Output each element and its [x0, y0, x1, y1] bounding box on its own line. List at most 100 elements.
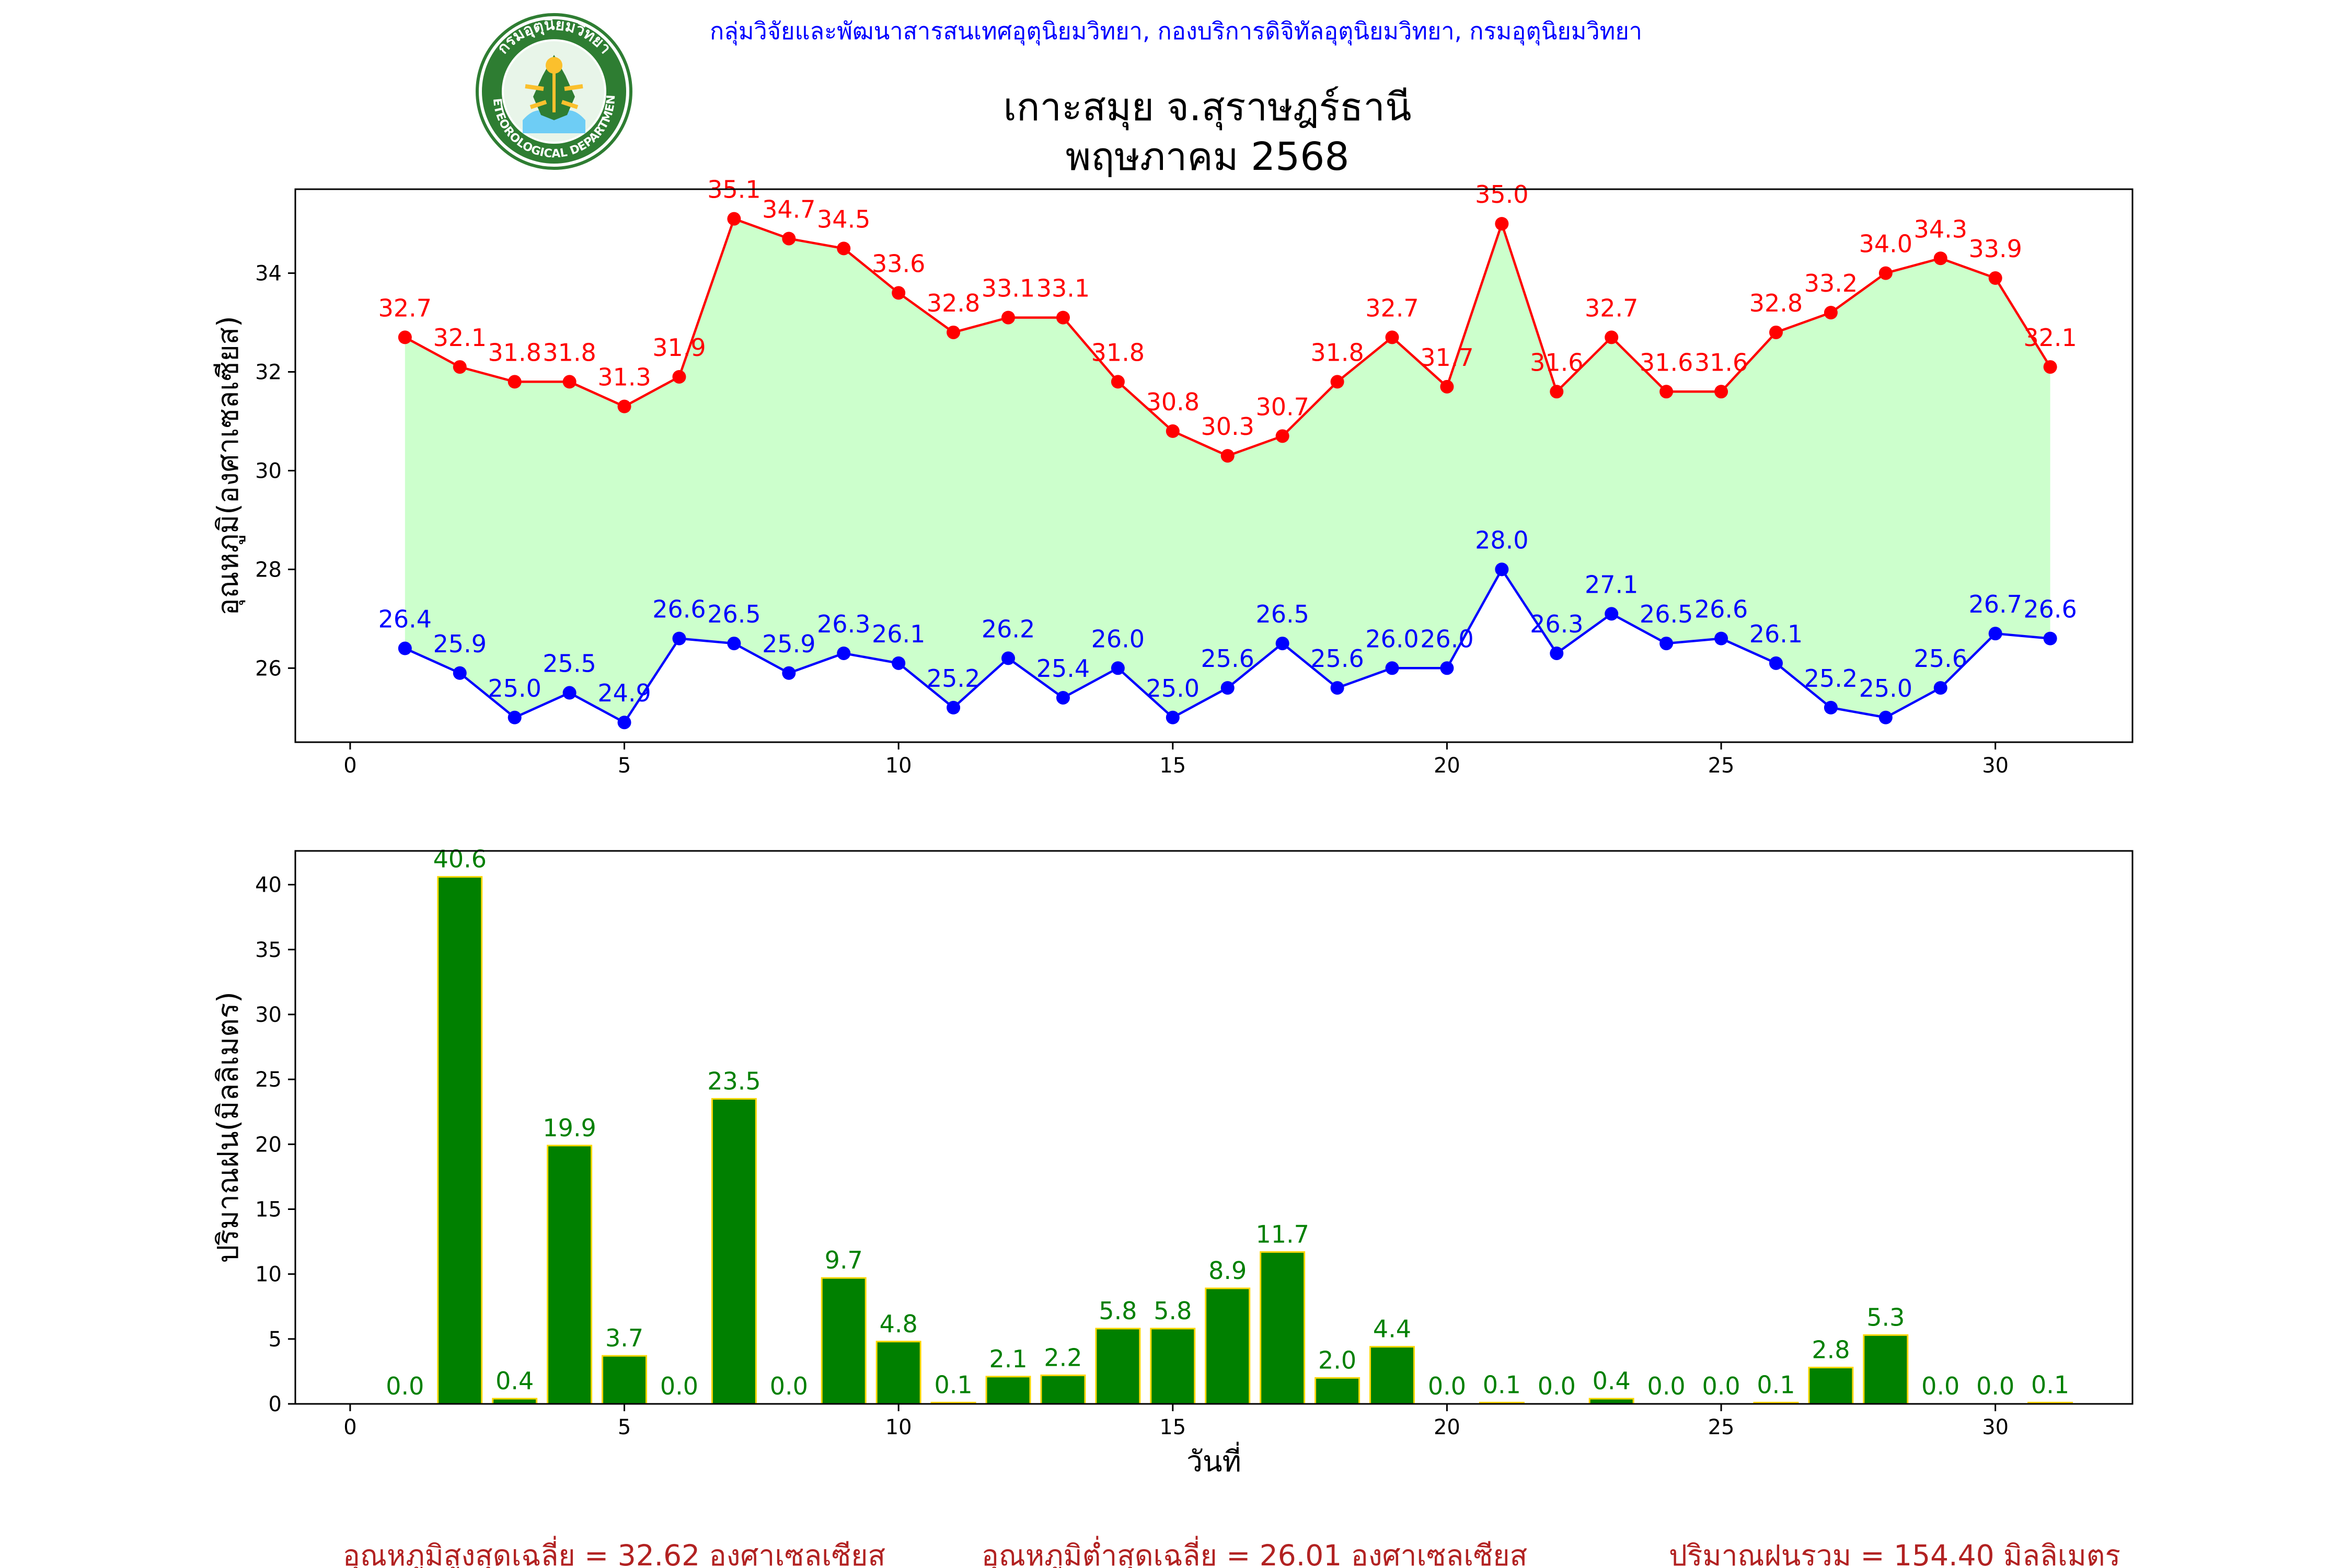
temperature-x-tick-label: 10 — [885, 754, 912, 778]
rainfall-value-label: 0.1 — [2031, 1371, 2069, 1399]
min-temperature-point — [1550, 646, 1564, 660]
min-temperature-value-label: 26.2 — [982, 615, 1035, 643]
min-temperature-value-label: 26.4 — [378, 605, 432, 633]
min-temperature-value-label: 25.9 — [433, 630, 487, 658]
rainfall-bar — [1369, 1346, 1415, 1405]
min-temperature-point — [1166, 710, 1180, 724]
max-temperature-value-label: 32.8 — [1749, 289, 1803, 317]
min-temperature-value-label: 25.0 — [1146, 674, 1200, 702]
rainfall-value-label: 5.8 — [1099, 1297, 1137, 1325]
min-temperature-value-label: 26.3 — [1530, 610, 1583, 638]
rainfall-value-label: 40.6 — [433, 845, 487, 873]
min-temperature-point — [947, 700, 961, 714]
rainfall-value-label: 2.0 — [1318, 1346, 1356, 1374]
max-temperature-point — [1385, 330, 1399, 344]
min-temperature-point — [508, 710, 522, 724]
max-temperature-point — [562, 375, 577, 389]
temperature-y-tick-label: 34 — [255, 262, 282, 286]
rainfall-value-label: 0.0 — [1702, 1372, 1740, 1400]
rainfall-bar — [547, 1145, 593, 1405]
min-temperature-value-label: 26.0 — [1365, 625, 1419, 653]
rainfall-value-label: 5.8 — [1154, 1297, 1192, 1325]
max-temperature-value-label: 33.1 — [1036, 274, 1090, 303]
min-temperature-point — [1111, 661, 1125, 675]
max-temperature-value-label: 31.6 — [1694, 348, 1748, 376]
min-temperature-point — [1275, 637, 1289, 651]
min-temperature-value-label: 25.4 — [1036, 654, 1090, 683]
max-temperature-value-label: 32.7 — [1365, 294, 1419, 322]
rainfall-y-tick-label: 15 — [255, 1197, 282, 1221]
rainfall-value-label: 0.0 — [386, 1372, 424, 1400]
max-temperature-value-label: 33.2 — [1804, 269, 1858, 297]
temperature-x-tick-label: 25 — [1708, 754, 1735, 778]
max-temperature-value-label: 34.0 — [1859, 230, 1912, 258]
min-temperature-value-label: 25.6 — [1914, 644, 1967, 673]
min-temperature-value-label: 26.7 — [1968, 590, 2022, 618]
max-temperature-point — [1659, 385, 1674, 399]
rainfall-y-tick-label: 35 — [255, 938, 282, 962]
rainfall-value-label: 4.4 — [1373, 1315, 1411, 1343]
min-temperature-value-label: 26.1 — [872, 620, 925, 648]
rainfall-value-label: 2.2 — [1044, 1343, 1082, 1371]
rainfall-value-label: 0.1 — [1757, 1371, 1795, 1399]
chart-title-line2: พฤษภาคม 2568 — [1066, 134, 1350, 179]
met-department-logo: กรมอุตุนิยมวิทยา METEOROLOGICAL DEPARTME… — [476, 13, 632, 170]
min-temperature-point — [1605, 607, 1619, 621]
rainfall-x-tick-label: 5 — [618, 1415, 631, 1439]
min-temperature-point — [2043, 631, 2057, 645]
max-temperature-point — [1111, 375, 1125, 389]
min-temperature-point — [1769, 656, 1783, 670]
min-temperature-value-label: 26.5 — [1640, 600, 1693, 628]
rainfall-x-tick-label: 25 — [1708, 1415, 1735, 1439]
min-temperature-point — [1824, 700, 1838, 714]
max-temperature-value-label: 31.7 — [1420, 343, 1473, 372]
min-temperature-point — [453, 666, 467, 680]
min-temperature-point — [1330, 681, 1344, 695]
min-temperature-point — [1440, 661, 1454, 675]
max-temperature-value-label: 35.0 — [1475, 180, 1528, 209]
temperature-x-tick-label: 5 — [618, 754, 631, 778]
min-temperature-point — [1220, 681, 1235, 695]
temperature-x-tick-label: 30 — [1982, 754, 2009, 778]
max-temperature-value-label: 31.9 — [652, 333, 706, 362]
min-temperature-value-label: 25.9 — [762, 630, 815, 658]
rainfall-chart: 0.0 40.6 0.4 19.9 3.7 0.0 23.5 0.0 9.7 4.8 0.1 2.1 2… — [211, 845, 2134, 1478]
temperature-x-tick-label: 0 — [343, 754, 356, 778]
rainfall-value-label: 8.9 — [1208, 1256, 1247, 1285]
max-temperature-point — [672, 370, 686, 384]
rainfall-x-tick-label: 15 — [1159, 1415, 1186, 1439]
min-temperature-value-label: 25.6 — [1201, 644, 1254, 673]
temperature-y-tick-label: 32 — [255, 361, 282, 385]
rainfall-bar — [821, 1277, 867, 1405]
min-temperature-value-label: 27.1 — [1585, 570, 1638, 598]
rainfall-y-tick-label: 20 — [255, 1133, 282, 1157]
max-temperature-point — [1933, 251, 1947, 266]
max-temperature-point — [2043, 360, 2057, 374]
summary-avg-max: อุณหภูมิสูงสุดเฉลี่ย = 32.62 องศาเซลเซีย… — [343, 1536, 885, 1568]
min-temperature-point — [782, 666, 796, 680]
max-temperature-point — [947, 325, 961, 339]
max-temperature-value-label: 32.7 — [1585, 294, 1638, 322]
min-temperature-point — [1878, 710, 1893, 724]
min-temperature-value-label: 25.6 — [1310, 644, 1364, 673]
min-temperature-value-label: 26.6 — [1694, 595, 1748, 624]
rainfall-value-label: 0.0 — [660, 1372, 698, 1400]
rainfall-bar — [985, 1376, 1031, 1405]
min-temperature-point — [1056, 690, 1070, 705]
max-temperature-point — [1769, 325, 1783, 339]
rainfall-bar — [1863, 1334, 1909, 1405]
rainfall-bar — [1808, 1366, 1854, 1405]
rainfall-plot-frame — [294, 850, 2134, 1405]
rainfall-bar — [711, 1098, 757, 1405]
min-temperature-value-label: 26.0 — [1091, 625, 1145, 653]
max-temperature-point — [508, 375, 522, 389]
max-temperature-value-label: 31.6 — [1640, 348, 1693, 376]
temperature-y-axis-label: อุณหภูมิ(องศาเซลเซียส) — [211, 316, 246, 615]
max-temperature-point — [1220, 449, 1235, 463]
rainfall-value-label: 4.8 — [880, 1310, 918, 1338]
rainfall-y-axis-label: ปริมาณฝน(มิลลิเมตร) — [211, 991, 245, 1263]
max-temperature-point — [727, 212, 741, 226]
max-temperature-value-label: 31.8 — [488, 338, 541, 366]
rainfall-value-label: 0.0 — [1428, 1372, 1466, 1400]
rainfall-value-label: 23.5 — [707, 1067, 760, 1095]
